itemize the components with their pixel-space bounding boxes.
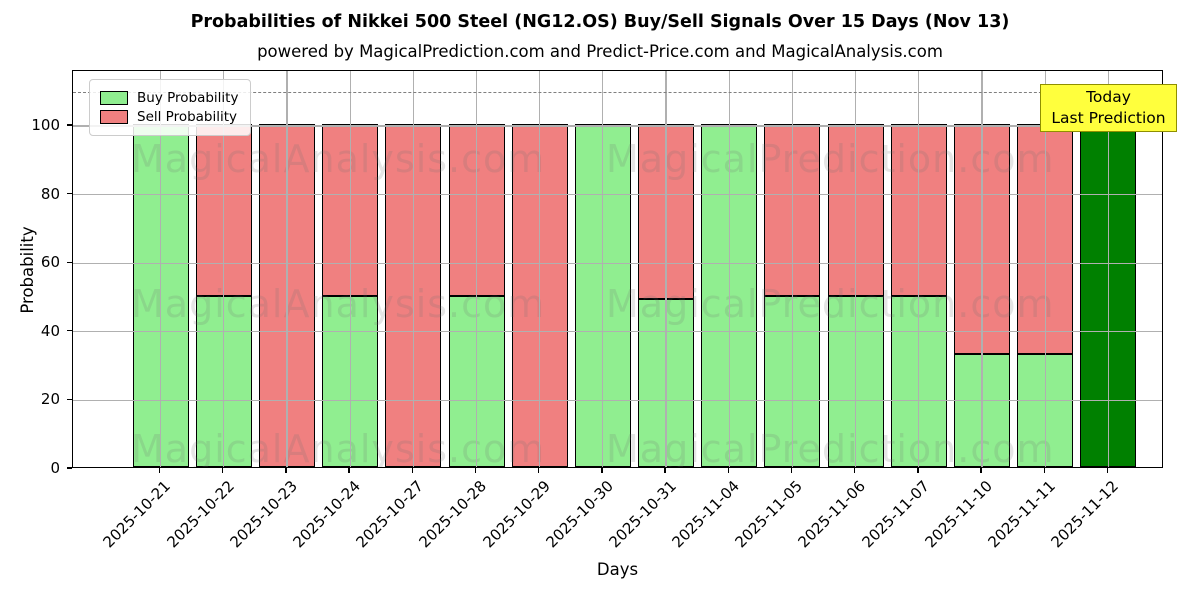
x-tick <box>538 468 540 473</box>
today-annotation-line2: Last Prediction <box>1051 109 1166 127</box>
x-tick-label: 2025-11-07 <box>858 477 933 552</box>
x-tick <box>727 468 729 473</box>
legend-buy-label: Buy Probability <box>137 90 239 106</box>
v-gridline <box>918 71 920 467</box>
x-tick-label: 2025-10-27 <box>352 477 428 552</box>
x-tick-label: 2025-11-10 <box>921 477 996 552</box>
legend-sell-label: Sell Probability <box>137 109 238 125</box>
legend-item-buy: Buy Probability <box>100 90 238 106</box>
y-tick <box>67 124 72 126</box>
chart-title: Probabilities of Nikkei 500 Steel (NG12.… <box>190 12 1010 32</box>
v-gridline <box>539 71 541 467</box>
h-gridline <box>73 262 1162 264</box>
v-gridline <box>981 71 983 467</box>
buy-swatch-icon <box>100 91 128 105</box>
v-gridline <box>1107 71 1109 467</box>
y-tick-label: 60 <box>40 253 60 272</box>
watermark-text: MagicalAnalysis.com <box>131 282 546 326</box>
x-tick-label: 2025-11-11 <box>984 477 1059 552</box>
h-gridline <box>73 399 1162 401</box>
x-tick-label: 2025-10-23 <box>226 477 301 552</box>
y-tick-label: 20 <box>40 390 60 409</box>
x-tick <box>790 468 793 473</box>
v-gridline <box>728 71 730 467</box>
h-gridline <box>73 331 1162 333</box>
v-gridline <box>791 71 794 467</box>
x-tick-label: 2025-11-06 <box>795 477 870 552</box>
x-tick <box>917 468 919 473</box>
y-tick-label: 100 <box>31 116 60 134</box>
x-tick <box>348 468 350 473</box>
watermark-text: MagicalPrediction.com <box>606 427 1055 468</box>
x-tick <box>474 468 477 473</box>
v-gridline <box>286 71 288 467</box>
watermark-text: MagicalAnalysis.com <box>131 137 546 181</box>
v-gridline <box>412 71 414 467</box>
x-tick-label: 2025-10-29 <box>479 477 554 552</box>
x-tick-label: 2025-11-05 <box>731 477 807 552</box>
y-tick-label: 0 <box>50 459 60 477</box>
chart-subtitle: powered by MagicalPrediction.com and Pre… <box>257 42 943 61</box>
x-axis: 2025-10-21 2025-10-22 2025-10-23 2025-10-24… <box>72 468 1163 598</box>
y-tick <box>67 398 72 401</box>
x-tick <box>158 468 161 473</box>
v-gridline <box>1044 71 1046 467</box>
h-gridline <box>73 194 1162 196</box>
v-gridline <box>159 71 162 467</box>
x-tick <box>664 468 666 473</box>
today-annotation-line1: Today <box>1086 88 1131 106</box>
watermark-text: MagicalPrediction.com <box>606 282 1055 326</box>
x-tick-label: 2025-10-28 <box>415 477 491 552</box>
x-tick-label: 2025-11-04 <box>668 477 744 552</box>
x-tick <box>411 468 414 473</box>
h-gridline <box>73 125 1162 127</box>
watermark-text: MagicalPrediction.com <box>606 137 1055 181</box>
y-tick <box>67 192 72 195</box>
x-tick <box>1106 468 1109 473</box>
x-tick-label: 2025-10-24 <box>289 477 364 552</box>
legend: Buy Probability Sell Probability <box>89 79 252 136</box>
plot-area: MagicalAnalysis.com MagicalPrediction.com… <box>72 70 1163 468</box>
x-tick-label: 2025-11-12 <box>1047 477 1123 552</box>
v-gridline <box>349 71 351 467</box>
watermark-text: MagicalAnalysis.com <box>131 427 546 468</box>
x-tick <box>1043 468 1045 473</box>
v-gridline <box>665 71 667 467</box>
x-tick <box>285 468 287 473</box>
x-tick-label: 2025-10-31 <box>605 477 680 552</box>
y-tick <box>67 261 72 263</box>
x-tick <box>222 468 224 473</box>
v-gridline <box>223 71 225 467</box>
y-tick-label: 40 <box>40 321 60 340</box>
x-tick <box>853 468 856 473</box>
v-gridline <box>602 71 604 467</box>
y-tick <box>67 330 72 332</box>
x-tick-label: 2025-10-21 <box>99 477 175 552</box>
x-tick <box>601 468 603 473</box>
y-tick-label: 80 <box>40 184 60 203</box>
x-tick-label: 2025-10-22 <box>163 477 238 552</box>
today-annotation: Today Last Prediction <box>1040 84 1177 132</box>
v-gridline <box>855 71 857 467</box>
x-tick-label: 2025-10-30 <box>542 477 617 552</box>
sell-swatch-icon <box>100 110 128 124</box>
x-tick <box>980 468 982 473</box>
v-gridline <box>475 71 478 467</box>
y-tick <box>67 467 72 469</box>
x-axis-title: Days <box>596 560 639 579</box>
y-axis: 0 20 40 60 80 100 <box>0 70 72 477</box>
dashed-guide-line <box>73 91 1162 93</box>
legend-item-sell: Sell Probability <box>100 109 238 125</box>
